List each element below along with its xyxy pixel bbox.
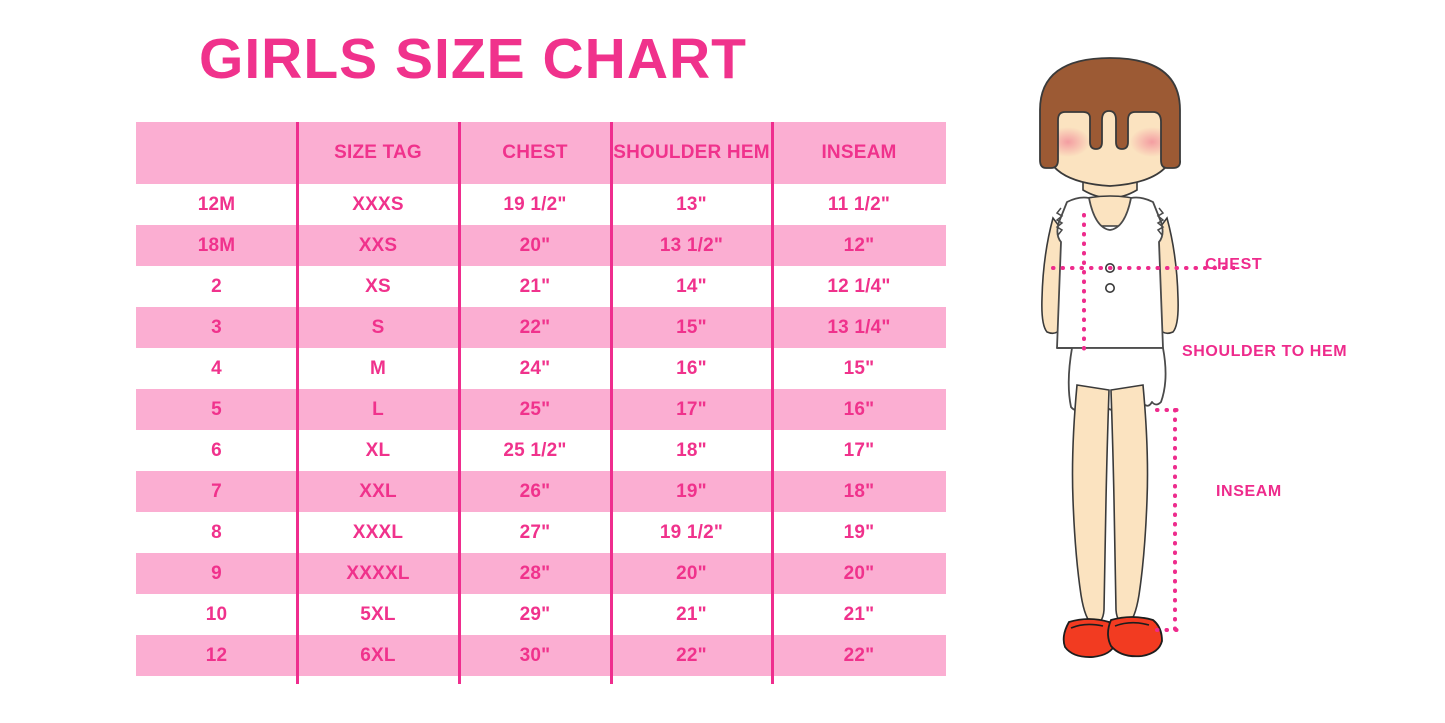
ruffle-left: [1055, 207, 1064, 236]
cell-inseam: 21": [772, 594, 946, 635]
cell-chest: 20": [459, 225, 611, 266]
header-cell-size: [136, 122, 297, 184]
cell-inseam: 19": [772, 512, 946, 553]
cell-size-tag: XXXS: [297, 184, 459, 225]
cell-chest: 25": [459, 389, 611, 430]
cell-inseam: 20": [772, 553, 946, 594]
measurement-label-shoulder-to-hem: SHOULDER TO HEM: [1182, 343, 1348, 360]
page-title: GIRLS SIZE CHART: [198, 27, 747, 91]
cell-chest: 24": [459, 348, 611, 389]
cell-inseam: 17": [772, 430, 946, 471]
cell-shoulder-hem: 14": [611, 266, 772, 307]
cell-shoulder-hem: 13 1/2": [611, 225, 772, 266]
table-row: 18M XXS 20" 13 1/2" 12": [136, 225, 946, 266]
cell-size-tag: XL: [297, 430, 459, 471]
cell-chest: 26": [459, 471, 611, 512]
cell-size: 6: [136, 430, 297, 471]
table-row: 4 M 24" 16" 15": [136, 348, 946, 389]
leg-left: [1071, 384, 1110, 626]
cell-inseam: 15": [772, 348, 946, 389]
cell-shoulder-hem: 19 1/2": [611, 512, 772, 553]
cell-size: 10: [136, 594, 297, 635]
cell-inseam: 18": [772, 471, 946, 512]
cell-shoulder-hem: 20": [611, 553, 772, 594]
leg-right: [1110, 384, 1149, 626]
cell-chest: 21": [459, 266, 611, 307]
cell-inseam: 12": [772, 225, 946, 266]
cell-size: 7: [136, 471, 297, 512]
table-row: 2 XS 21" 14" 12 1/4": [136, 266, 946, 307]
cell-chest: 25 1/2": [459, 430, 611, 471]
cell-size: 5: [136, 389, 297, 430]
cell-size-tag: XXS: [297, 225, 459, 266]
shoe-right: [1107, 616, 1163, 658]
table-header-row: SIZE TAG CHEST SHOULDER HEM INSEAM: [136, 122, 946, 184]
cell-chest: 30": [459, 635, 611, 676]
size-chart-body: SIZE TAG CHEST SHOULDER HEM INSEAM 12M XX…: [136, 122, 946, 676]
cell-size: 4: [136, 348, 297, 389]
table-row: 12 6XL 30" 22" 22": [136, 635, 946, 676]
shoe-left: [1062, 618, 1117, 658]
column-divider-3: [610, 122, 613, 684]
ruffle-right: [1156, 207, 1165, 236]
shoe-strap-left: [1070, 623, 1104, 629]
column-divider-1: [296, 122, 299, 684]
cell-inseam: 11 1/2": [772, 184, 946, 225]
cell-shoulder-hem: 19": [611, 471, 772, 512]
table-row: 6 XL 25 1/2" 18" 17": [136, 430, 946, 471]
girl-figure-illustration: [985, 50, 1235, 680]
cell-size-tag: M: [297, 348, 459, 389]
cell-shoulder-hem: 17": [611, 389, 772, 430]
cell-shoulder-hem: 22": [611, 635, 772, 676]
cell-size-tag: XXXL: [297, 512, 459, 553]
cell-inseam: 22": [772, 635, 946, 676]
cell-size: 12: [136, 635, 297, 676]
column-divider-4: [771, 122, 774, 684]
cell-size-tag: 6XL: [297, 635, 459, 676]
cell-chest: 29": [459, 594, 611, 635]
cell-size: 3: [136, 307, 297, 348]
cell-size: 12M: [136, 184, 297, 225]
cell-size-tag: S: [297, 307, 459, 348]
table-row: 9 XXXXL 28" 20" 20": [136, 553, 946, 594]
cell-shoulder-hem: 16": [611, 348, 772, 389]
measurement-label-inseam: INSEAM: [1216, 483, 1282, 500]
cell-chest: 27": [459, 512, 611, 553]
table-row: 10 5XL 29" 21" 21": [136, 594, 946, 635]
cell-inseam: 16": [772, 389, 946, 430]
table-row: 5 L 25" 17" 16": [136, 389, 946, 430]
cell-size: 2: [136, 266, 297, 307]
cell-size-tag: XS: [297, 266, 459, 307]
cell-chest: 28": [459, 553, 611, 594]
cell-shoulder-hem: 13": [611, 184, 772, 225]
table-row: 3 S 22" 15" 13 1/4": [136, 307, 946, 348]
cell-shoulder-hem: 15": [611, 307, 772, 348]
cell-shoulder-hem: 21": [611, 594, 772, 635]
header-cell-size-tag: SIZE TAG: [297, 122, 459, 184]
shoe-strap-right: [1114, 621, 1150, 627]
header-cell-shoulder-hem: SHOULDER HEM: [611, 122, 772, 184]
cell-chest: 19 1/2": [459, 184, 611, 225]
header-cell-chest: CHEST: [459, 122, 611, 184]
hair-shape: [1039, 57, 1182, 169]
cell-shoulder-hem: 18": [611, 430, 772, 471]
cell-size-tag: L: [297, 389, 459, 430]
column-divider-2: [458, 122, 461, 684]
cell-size: 9: [136, 553, 297, 594]
button-lower: [1105, 283, 1116, 294]
cell-size-tag: 5XL: [297, 594, 459, 635]
measurement-label-chest: CHEST: [1205, 256, 1263, 273]
table-row: 12M XXXS 19 1/2" 13" 11 1/2": [136, 184, 946, 225]
size-chart-table: SIZE TAG CHEST SHOULDER HEM INSEAM 12M XX…: [136, 122, 946, 676]
cell-inseam: 12 1/4": [772, 266, 946, 307]
table-row: 8 XXXL 27" 19 1/2" 19": [136, 512, 946, 553]
cell-chest: 22": [459, 307, 611, 348]
cell-size-tag: XXXXL: [297, 553, 459, 594]
cell-size: 8: [136, 512, 297, 553]
cell-size-tag: XXL: [297, 471, 459, 512]
header-cell-inseam: INSEAM: [772, 122, 946, 184]
table-row: 7 XXL 26" 19" 18": [136, 471, 946, 512]
cell-inseam: 13 1/4": [772, 307, 946, 348]
cell-size: 18M: [136, 225, 297, 266]
